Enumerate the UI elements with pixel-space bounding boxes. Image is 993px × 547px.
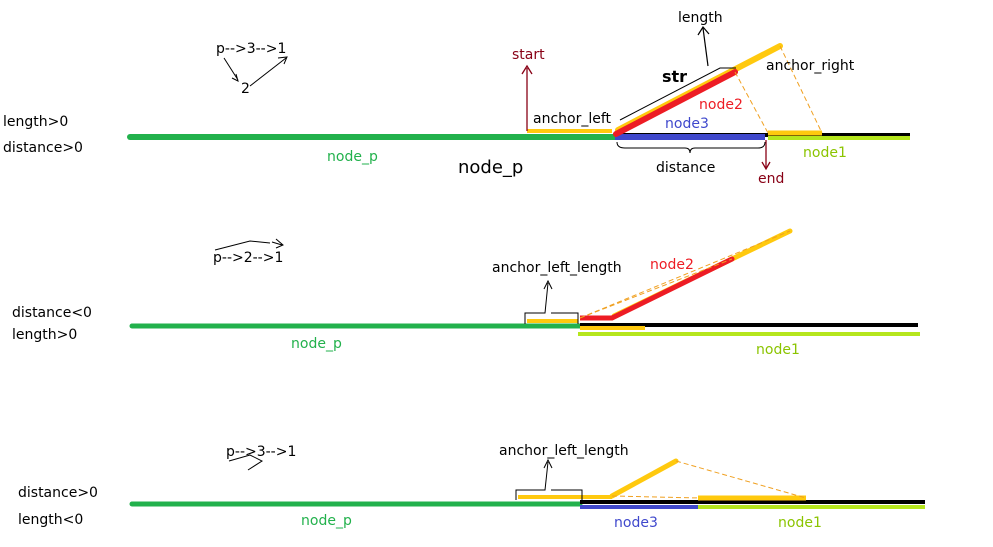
panel3-yellow-slant [609,458,679,499]
panel1-start-arrowhead [521,64,533,75]
panel1-order-mid: 2 [241,81,250,97]
panel1-node3-label: node3 [665,116,709,132]
panel2-node2-red-slant [609,256,735,321]
panel1-start-label: start [512,47,545,63]
panel3-node3-label: node3 [614,515,658,531]
panel2-dash-2 [579,230,791,319]
panel1-order-scribble [223,56,288,87]
panel1-dash-1 [734,71,769,134]
panel2-anchor-arrowhead [543,279,553,290]
panel2-dash-1 [579,258,733,319]
panel3-dash-2 [611,495,701,499]
panel1-node-p-big-label: node_p [458,157,523,178]
panel3-anchor-bracket [515,461,583,500]
panel1-str-label: str [662,67,687,86]
panel1-str-bracket [619,67,736,121]
panel1-node1-label: node1 [803,145,847,161]
panel1-distance-brace [616,141,766,154]
panel2-node1-label: node1 [756,342,800,358]
panel1-end-arrowhead [761,161,771,171]
panel1-distance-label: distance [656,160,715,176]
panel1-order-text: p-->3-->1 [216,41,286,57]
panel3-order-scribble [228,454,264,471]
panel3-cond-distance: distance>0 [18,485,98,501]
panel2-cond-length: length>0 [12,327,77,343]
panel3-cond-length: length<0 [18,512,83,528]
panel2-order-scribble [214,238,284,251]
panel3-dash-1 [675,460,807,499]
panel-2 [129,228,920,336]
panel2-node-p-label: node_p [291,336,342,352]
panel3-node-p-label: node_p [301,513,352,529]
panel2-cond-distance: distance<0 [12,305,92,321]
panel2-order-text: p-->2-->1 [213,250,283,266]
panel2-anchor-left-length-label: anchor_left_length [492,260,622,276]
panel1-node2-label: node2 [699,97,743,113]
panel1-anchor-left-label: anchor_left [533,111,612,127]
panel1-anchor-right-label: anchor_right [766,58,855,74]
panel1-end-label: end [758,171,784,187]
panel2-node2-label: node2 [650,257,694,273]
panel1-length-arrowhead [697,25,710,36]
panel1-cond-distance: distance>0 [3,140,83,156]
panel1-length-label: length [678,10,723,26]
panel3-node1-label: node1 [778,515,822,531]
panel2-anchor-bracket [524,282,579,324]
panel-1 [127,25,910,171]
panel3-order-text: p-->3-->1 [226,444,296,460]
panel1-node-p-label: node_p [327,149,378,165]
panel1-dash-2 [779,45,823,134]
panel1-length-arrow [702,27,709,67]
panel1-cond-length: length>0 [3,114,68,130]
panel3-anchor-left-length-label: anchor_left_length [499,443,629,459]
panel-3 [129,454,925,509]
panel1-node2-red-slant [613,69,738,137]
panel3-anchor-arrowhead [543,458,553,469]
